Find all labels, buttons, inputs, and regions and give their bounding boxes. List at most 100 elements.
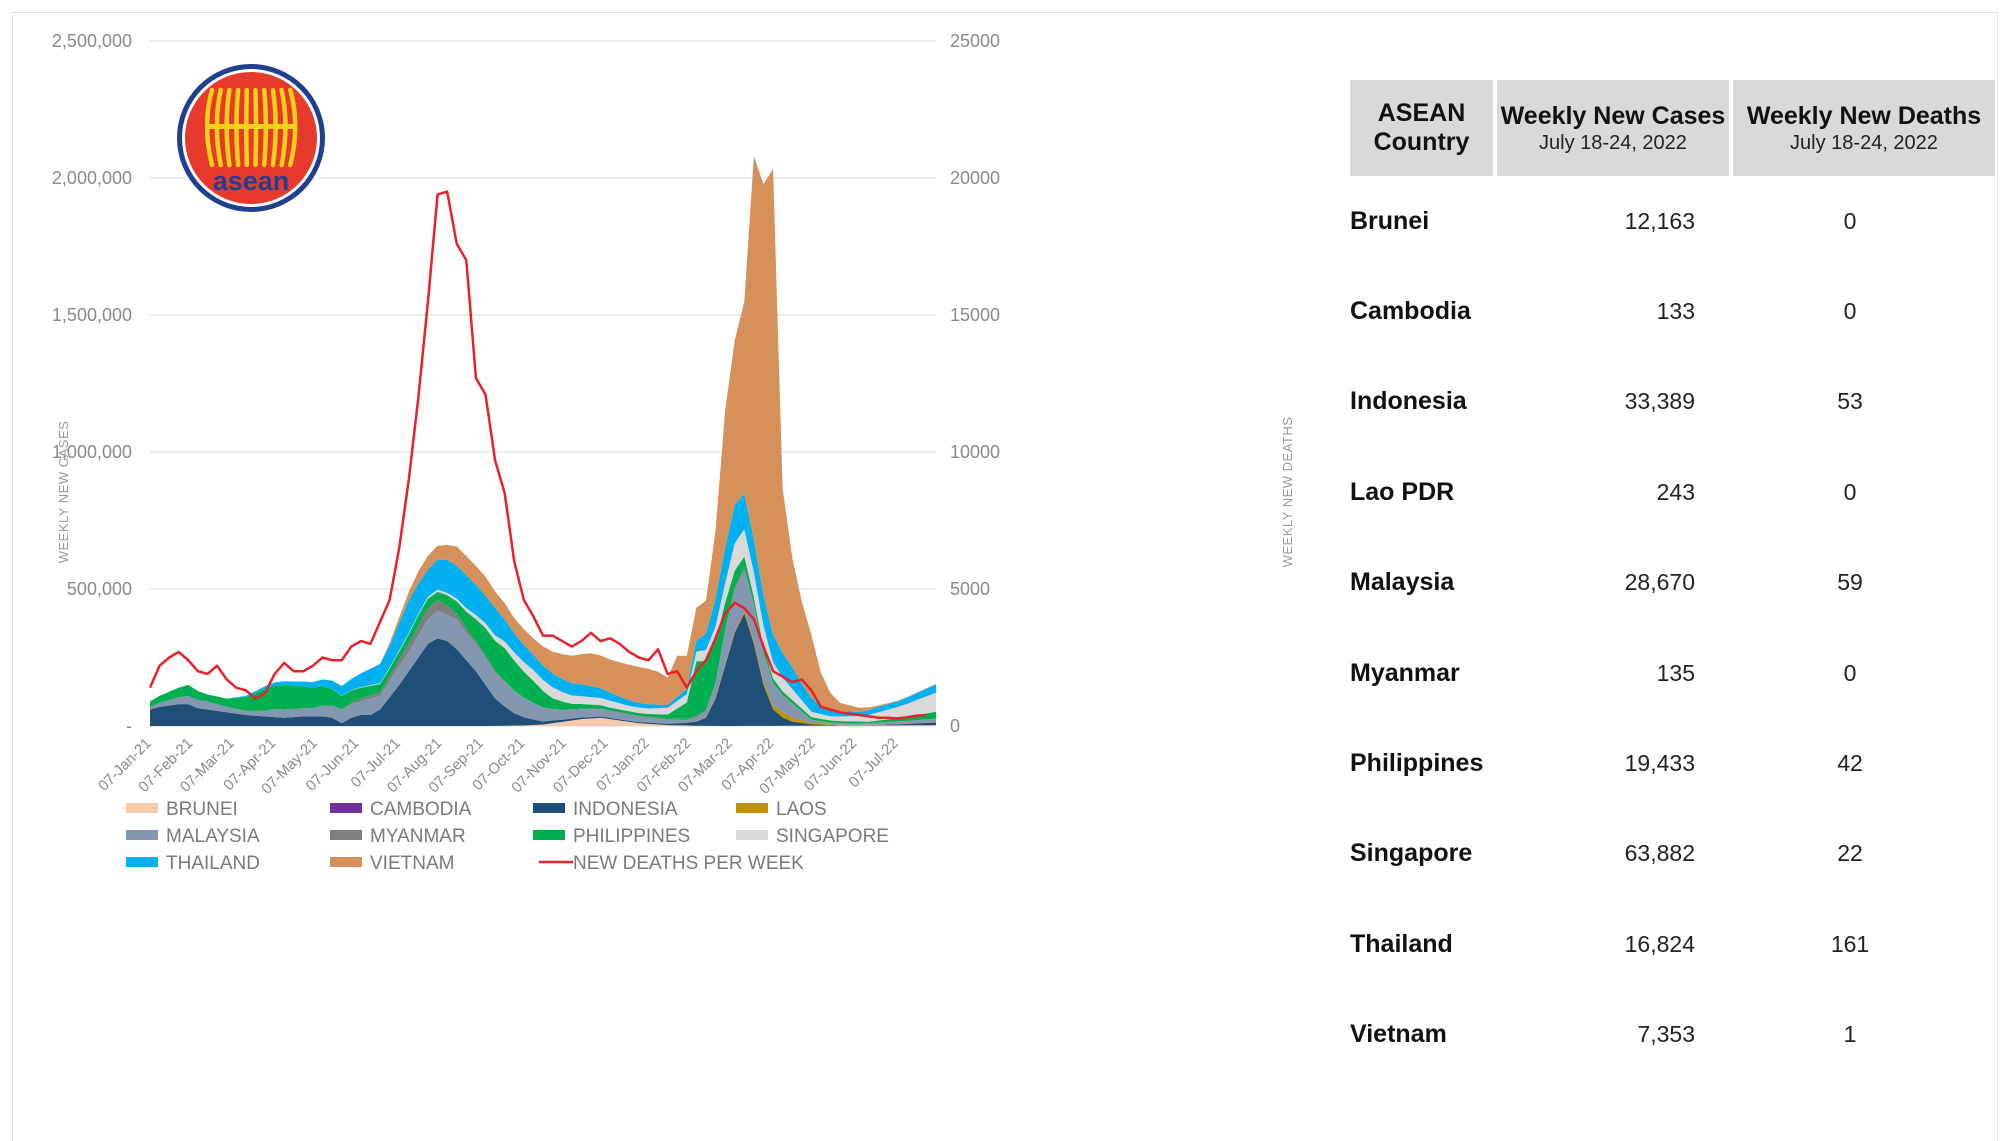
right-tick-label: 20000: [950, 168, 1000, 188]
header-deaths-sub: July 18-24, 2022: [1790, 131, 1938, 154]
legend: BRUNEI CAMBODIA INDONESIA LAOS MALAYSIA MYANM…: [126, 799, 889, 874]
table-row: Brunei 12,163 0: [1350, 176, 1995, 266]
area-philippines: [150, 556, 936, 724]
left-tick-label: 2,500,000: [52, 31, 132, 51]
cases-cell: 243: [1656, 478, 1695, 505]
header-deaths: Weekly New Deaths July 18-24, 2022: [1733, 80, 1995, 176]
left-tick-label: 1,500,000: [52, 305, 132, 325]
deaths-cell: 59: [1837, 569, 1863, 596]
legend-label: SINGAPORE: [776, 826, 889, 847]
deaths-cell: 42: [1837, 750, 1863, 777]
deaths-cell: 0: [1843, 659, 1857, 686]
table-row: Myanmar 135 0: [1350, 628, 1995, 718]
cases-cell: 28,670: [1624, 569, 1695, 596]
cases-cell: 133: [1656, 298, 1695, 325]
table-row: Philippines 19,433 42: [1350, 718, 1995, 808]
table-row: Indonesia 33,389 53: [1350, 357, 1995, 447]
cases-cell: 135: [1656, 659, 1695, 686]
deaths-cell: 0: [1843, 478, 1857, 505]
legend-label: NEW DEATHS PER WEEK: [573, 853, 804, 874]
deaths-cell: 1: [1843, 1021, 1857, 1048]
legend-label: MALAYSIA: [166, 826, 260, 847]
legend-swatch: [533, 830, 565, 840]
table-row: Singapore 63,882 22: [1350, 809, 1995, 899]
right-axis-title: WEEKLY NEW DEATHS: [1280, 417, 1295, 568]
cases-cell: 16,824: [1624, 930, 1695, 957]
cases-cell: 7,353: [1637, 1021, 1695, 1048]
area-singapore: [150, 529, 936, 722]
table-row: Lao PDR 243 0: [1350, 447, 1995, 537]
country-cell: Brunei: [1350, 206, 1430, 235]
left-tick-label: 500,000: [67, 579, 132, 599]
deaths-cell: 22: [1837, 840, 1863, 867]
table-row: Cambodia 133 0: [1350, 266, 1995, 356]
header-country: ASEAN Country: [1350, 80, 1493, 176]
country-cell: Cambodia: [1350, 297, 1471, 326]
weekly-table: ASEAN Country Weekly New Cases July 18-2…: [1350, 80, 1995, 1080]
logo-sheaves: [204, 87, 298, 168]
table-row: Vietnam 7,353 1: [1350, 990, 1995, 1080]
legend-swatch: [126, 803, 158, 813]
legend-label: THAILAND: [166, 853, 260, 874]
cases-cell: 63,882: [1624, 840, 1695, 867]
cases-cell: 33,389: [1624, 388, 1695, 415]
legend-swatch: [330, 830, 362, 840]
legend-swatch: [126, 857, 158, 867]
legend-label: MYANMAR: [370, 826, 466, 847]
line-new-deaths: [148, 190, 927, 720]
table-header: ASEAN Country Weekly New Cases July 18-2…: [1350, 80, 1995, 176]
legend-swatch: [330, 803, 362, 813]
right-tick-label: 25000: [950, 31, 1000, 51]
header-deaths-title: Weekly New Deaths: [1746, 101, 1982, 130]
country-cell: Singapore: [1350, 839, 1473, 868]
header-cases: Weekly New Cases July 18-24, 2022: [1497, 80, 1729, 176]
header-cases-title: Weekly New Cases: [1500, 101, 1726, 130]
right-tick-label: 0: [950, 716, 960, 736]
deaths-cell: 0: [1843, 298, 1857, 325]
x-axis-ticks: 07-Jan-2107-Feb-2107-Mar-2107-Apr-2107-M…: [95, 735, 902, 798]
stacked-areas: [150, 155, 936, 726]
logo-sheaf-band: [209, 124, 293, 129]
table-row: Thailand 16,824 161: [1350, 899, 1995, 989]
country-cell: Indonesia: [1350, 387, 1467, 416]
deaths-cell: 161: [1830, 930, 1870, 957]
legend-label: BRUNEI: [166, 799, 238, 820]
deaths-cell: 53: [1837, 388, 1863, 415]
logo-text: asean: [213, 166, 290, 196]
deaths-line: [148, 190, 927, 720]
country-cell: Philippines: [1350, 749, 1484, 778]
right-tick-label: 5000: [950, 579, 990, 599]
right-axis-ticks: 0 5000 10000 15000 20000 25000: [950, 31, 1000, 736]
area-thailand: [150, 493, 936, 717]
legend-swatch: [330, 857, 362, 867]
country-cell: Malaysia: [1350, 568, 1455, 597]
legend-label: INDONESIA: [573, 799, 678, 820]
covid-weekly-chart: - 500,000 1,000,000 1,500,000 2,000,000 2,500…: [52, 31, 1295, 874]
left-tick-label: -: [126, 716, 132, 736]
left-tick-label: 1,000,000: [52, 442, 132, 462]
cases-cell: 19,433: [1624, 750, 1695, 777]
cases-cell: 12,163: [1624, 207, 1695, 234]
header-country-line1: ASEAN: [1377, 99, 1466, 127]
country-cell: Thailand: [1350, 929, 1453, 958]
area-indonesia: [150, 613, 936, 726]
legend-label: PHILIPPINES: [573, 826, 690, 847]
page-frame: [12, 12, 1998, 1141]
legend-swatch: [736, 830, 768, 840]
left-axis-title: WEEKLY NEW CASES: [56, 421, 71, 564]
table-row: Malaysia 28,670 59: [1350, 538, 1995, 628]
logo-sheaf-stalk: [204, 87, 215, 168]
country-cell: Myanmar: [1350, 658, 1460, 687]
legend-label: LAOS: [776, 799, 827, 820]
area-malaysia: [150, 570, 936, 725]
legend-swatch: [736, 803, 768, 813]
right-tick-label: 10000: [950, 442, 1000, 462]
left-axis-ticks: - 500,000 1,000,000 1,500,000 2,000,000 2,500…: [52, 31, 132, 736]
header-cases-sub: July 18-24, 2022: [1539, 131, 1687, 154]
country-cell: Vietnam: [1350, 1020, 1447, 1049]
country-cell: Lao PDR: [1350, 477, 1455, 506]
table-body: Brunei 12,163 0 Cambodia 133 0 Indonesia 33,389…: [1350, 176, 1995, 1080]
asean-logo: asean: [174, 61, 328, 215]
deaths-cell: 0: [1843, 207, 1857, 234]
legend-label: VIETNAM: [370, 853, 454, 874]
